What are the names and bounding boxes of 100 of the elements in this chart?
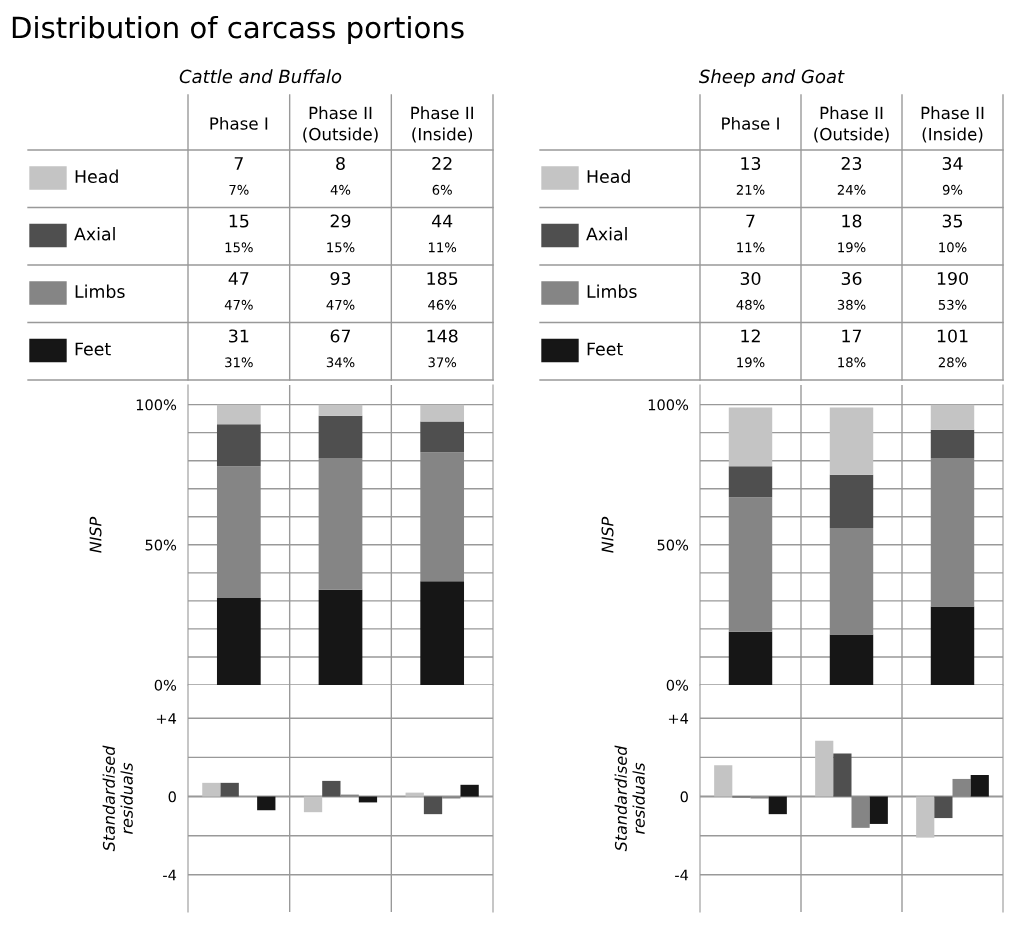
legend-label: Limbs [75,284,125,299]
text: 101 [937,329,968,343]
text: 190 [937,271,968,286]
data-label: 53% [938,299,967,310]
data-label: 28% [938,357,967,368]
bar [728,497,773,632]
text: 13 [741,156,761,171]
bar [420,452,465,582]
bar [216,466,261,599]
category-label: Phase II (Inside) [921,106,984,143]
bar [420,404,465,422]
data-label: 38% [837,299,866,310]
bar [303,796,323,813]
bar [318,404,363,416]
data-label: 15% [327,242,355,253]
bar [829,474,874,528]
data-label: 10% [939,242,967,253]
text: 67 [330,329,351,343]
y-tick-label: -4 [163,869,177,881]
y-tick-label: +4 [156,713,177,724]
text: 15 [229,214,249,228]
text: 22 [432,156,452,170]
data-label: 47% [224,299,253,310]
bar [460,784,479,797]
text: 36 [841,271,862,286]
bar [714,765,733,797]
text: 148 [427,329,458,343]
bar [420,421,465,453]
text: 8 [336,156,345,171]
data-label: 7% [229,184,249,195]
y-tick-label: 50% [145,539,177,551]
data-label: 46% [428,299,457,310]
y-axis-title: NISP [89,516,102,553]
legend-label: Feet [587,342,623,356]
y-tick-label: 0 [680,791,688,803]
bar [216,598,261,685]
bar [728,407,773,467]
bar [930,606,975,685]
data-label: 34% [326,357,355,368]
text: 185 [427,271,458,286]
legend-label: Axial [74,227,115,241]
legend-label: Feet [75,342,111,356]
data-label: 31% [225,357,253,368]
bar [728,631,773,685]
bar [952,778,971,797]
y-tick-label: 0% [666,679,689,691]
bar [728,466,773,498]
y-tick-label: -4 [675,869,689,881]
bar [829,527,874,635]
y-tick-label: 50% [657,539,689,551]
category-label: Phase I [722,116,779,130]
category-label: Phase II (Outside) [814,106,889,143]
bar [423,796,443,815]
y-axis-title: Standardised residuals [102,745,133,852]
text: 17 [842,329,862,343]
data-label: 11% [428,242,457,253]
y-axis-title: Standardised residuals [614,745,645,852]
data-label: 18% [838,357,866,368]
bar [420,581,465,685]
chart-title: Distribution of carcass portions [12,15,464,45]
y-tick-label: +4 [668,713,689,724]
text: 18 [842,214,862,228]
bar [216,424,261,467]
data-label: 9% [942,184,963,195]
bar [318,457,363,590]
category-label: Phase II (Outside) [303,106,378,143]
chart-subtitle: Sheep and Goat [699,69,845,87]
bar [833,753,852,797]
legend-label: Head [587,169,630,184]
text: 7 [746,214,755,228]
text: 47 [228,272,249,285]
legend-label: Axial [586,227,627,241]
text: 35 [942,214,963,228]
text: 12 [741,329,760,343]
data-label: 11% [737,242,765,253]
y-tick-label: 0% [154,679,177,691]
data-label: 6% [432,184,452,195]
legend-label: Limbs [587,284,637,299]
bar [916,796,935,838]
bar [815,740,834,797]
bar [318,415,363,458]
data-label: 19% [838,242,866,253]
y-axis-title: NISP [601,516,614,553]
text: 34 [942,156,963,171]
category-label: Phase I [210,116,268,130]
bar [930,404,975,430]
bar [851,796,870,828]
bar [257,796,276,811]
bar [829,407,874,475]
y-tick-label: 0 [168,791,176,803]
bar [202,782,221,797]
data-label: 4% [330,184,351,195]
bar [220,782,239,797]
y-tick-label: 100% [648,399,689,411]
bar [318,589,363,685]
text: 93 [330,271,351,286]
bar [405,792,424,797]
data-label: 37% [428,357,457,368]
text: 44 [431,214,453,228]
text: 7 [234,157,243,170]
